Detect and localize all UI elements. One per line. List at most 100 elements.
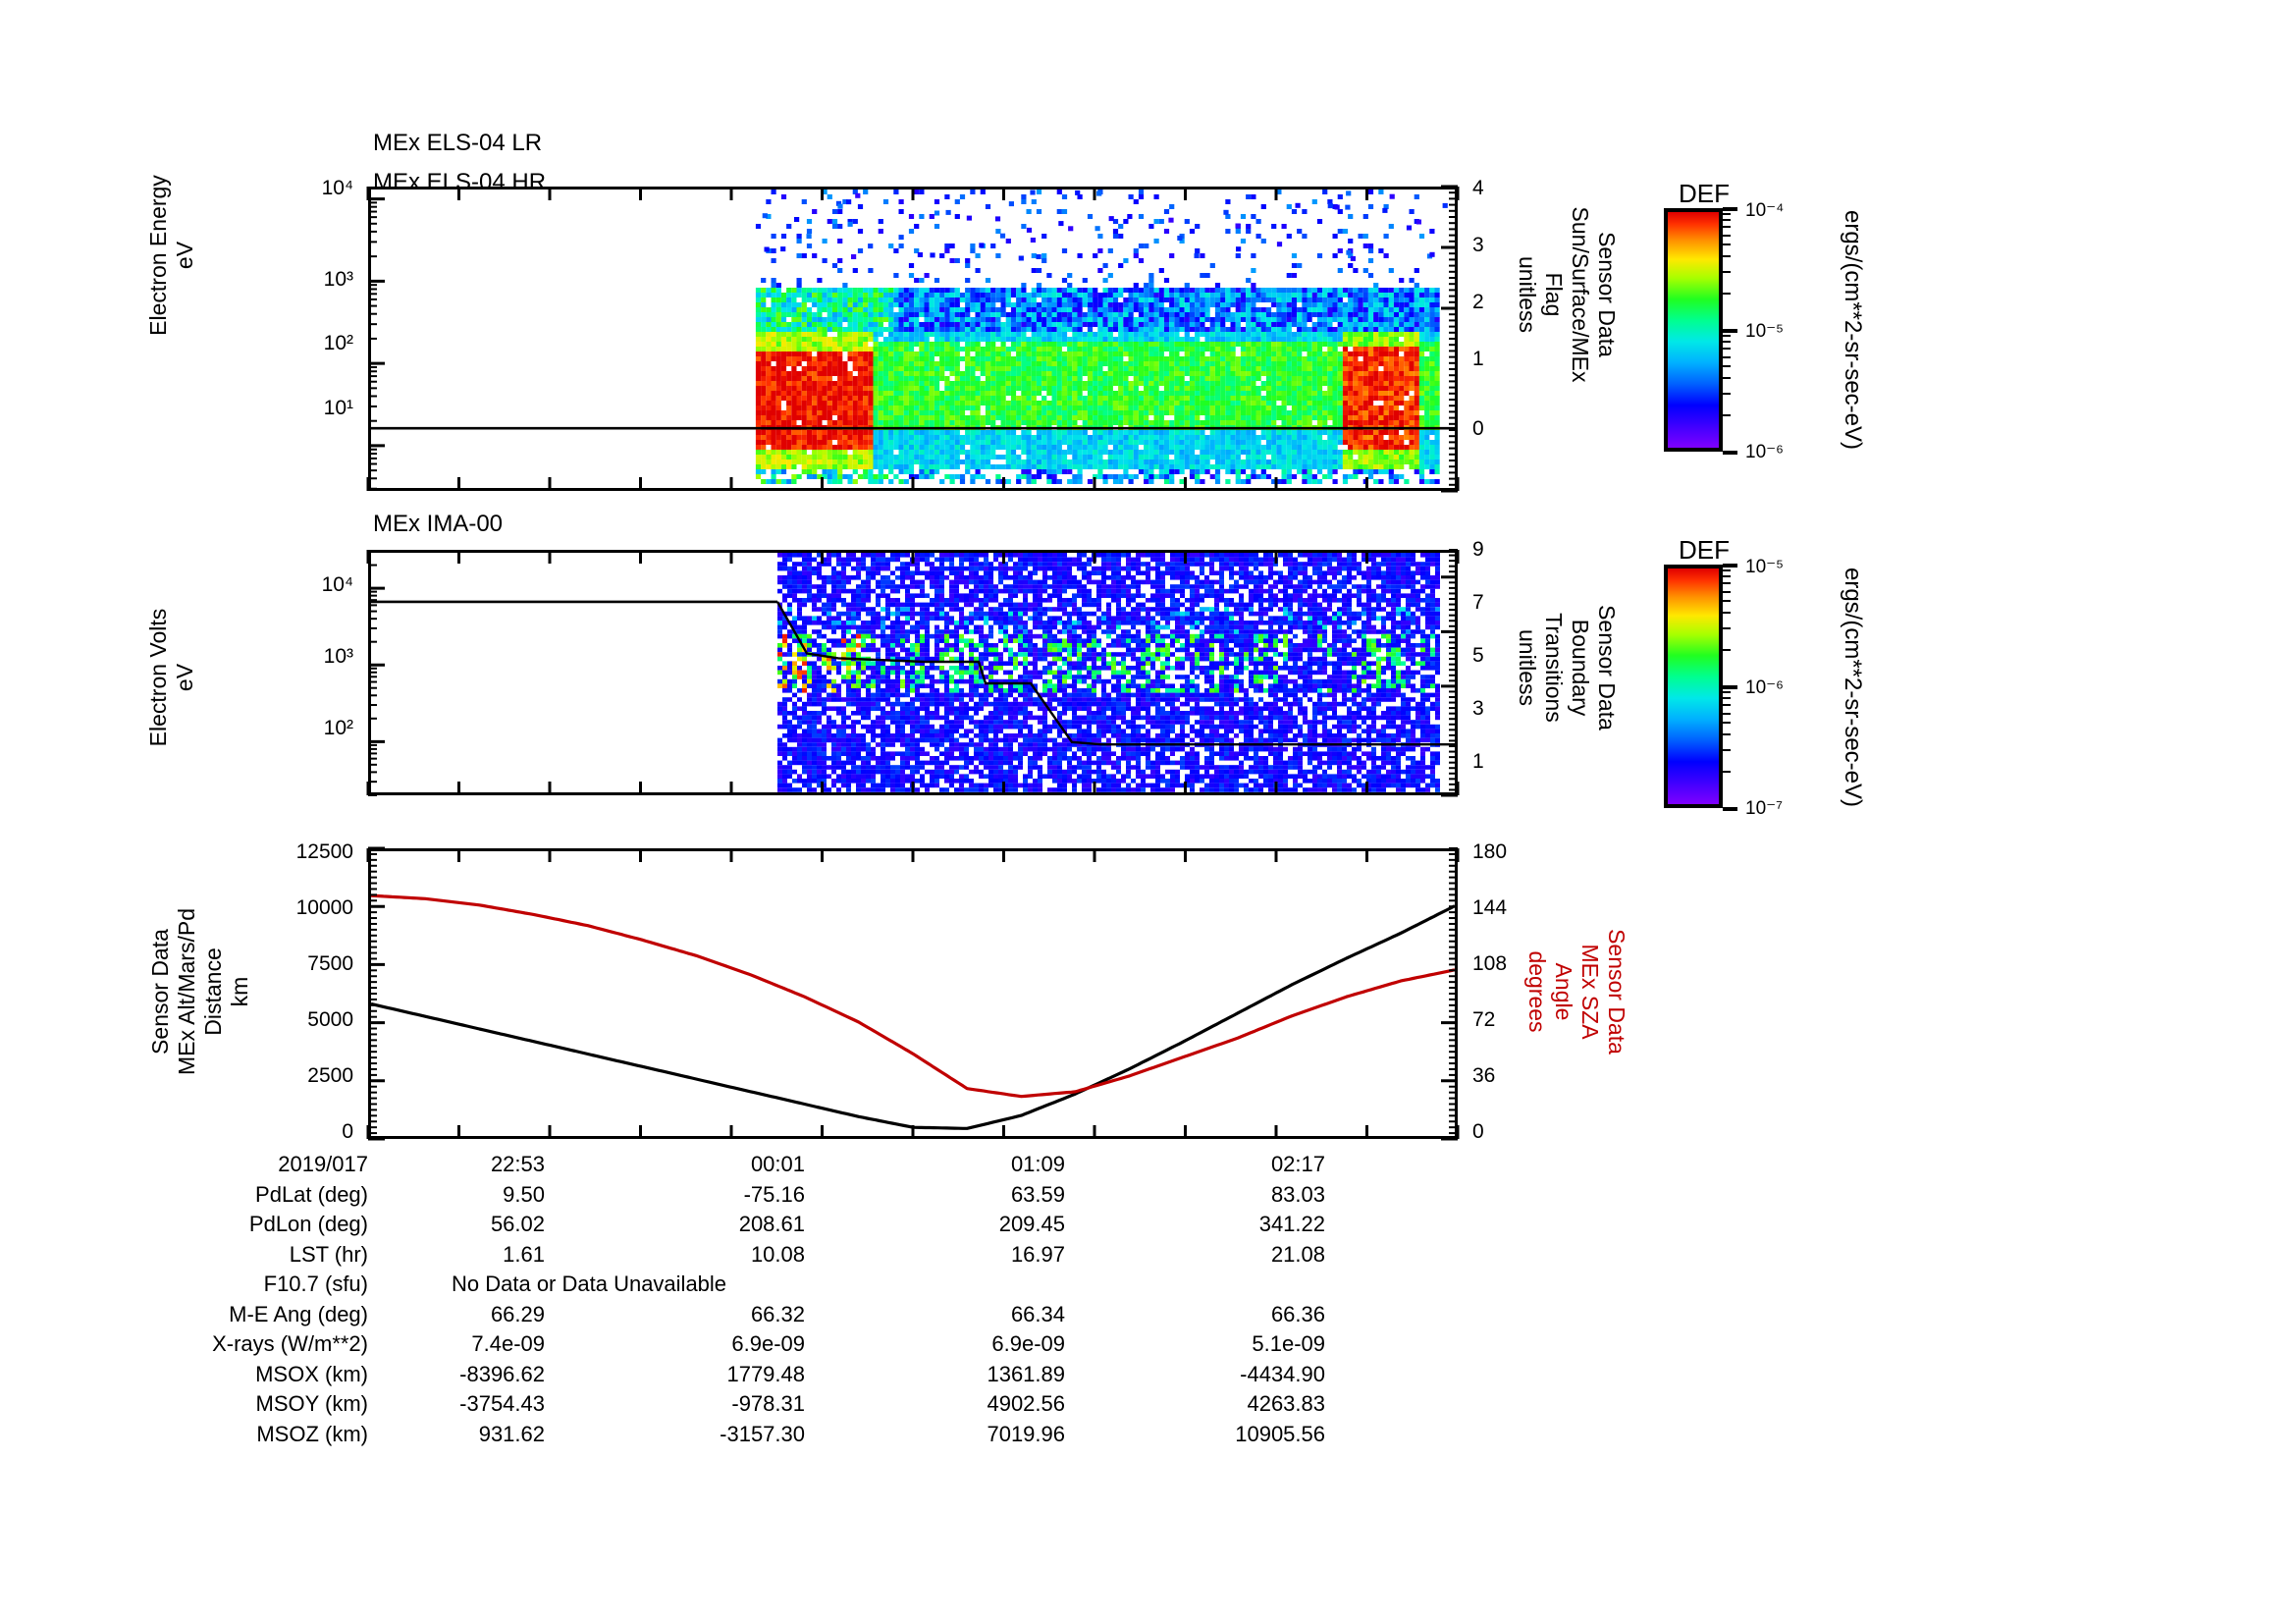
colorbar-2-title: DEF [1679, 535, 1730, 565]
panel-els-plot-area[interactable] [368, 187, 1458, 491]
table-row: LST (hr) 1.61 10.08 16.97 21.08 [177, 1242, 1472, 1272]
panel-ima-rtick-5: 5 [1472, 644, 1484, 667]
table-cell: -978.31 [731, 1391, 805, 1416]
table-row: X-rays (W/m**2) 7.4e-09 6.9e-09 6.9e-09 5.1e… [177, 1331, 1472, 1362]
panel-ima-ytick-2: 10² [323, 717, 353, 739]
panel-ima-ytick-3: 10³ [323, 645, 353, 668]
panel-orbit-rtick-108: 108 [1472, 952, 1508, 975]
panel-ima-ytick-4: 10⁴ [321, 573, 353, 596]
table-row-label: MSOX (km) [255, 1361, 368, 1386]
panel-orbit-rtick-0: 0 [1472, 1120, 1484, 1143]
table-row-label: M-E Ang (deg) [229, 1301, 368, 1326]
colorbar-1-label-bottom: 10⁻⁶ [1745, 442, 1784, 462]
table-row: PdLat (deg) 9.50 -75.16 63.59 83.03 [177, 1182, 1472, 1213]
table-cell: 02:17 [1270, 1152, 1325, 1176]
colorbar-2-label-bottom: 10⁻⁷ [1745, 798, 1784, 819]
table-cell: 7.4e-09 [471, 1331, 545, 1356]
panel-orbit-ytick-7500: 7500 [307, 952, 353, 975]
table-cell: 63.59 [1010, 1181, 1065, 1207]
table-row: M-E Ang (deg) 66.29 66.32 66.34 66.36 [177, 1302, 1472, 1332]
panel-orbit-ytick-10000: 10000 [295, 896, 353, 919]
colorbar-1-label-mid: 10⁻⁵ [1745, 321, 1785, 342]
panel-els-rtick-0: 0 [1472, 417, 1484, 440]
table-cell: 83.03 [1270, 1181, 1325, 1207]
colorbar-2-label-top: 10⁻⁵ [1745, 557, 1785, 577]
panel-orbit-ytick-2500: 2500 [307, 1064, 353, 1087]
table-row-label: 2019/017 [278, 1152, 368, 1176]
colorbar-1-ticks [1723, 207, 1738, 455]
table-cell: -3754.43 [459, 1391, 545, 1416]
table-cell: 56.02 [490, 1212, 545, 1236]
table-cell: 6.9e-09 [731, 1331, 805, 1356]
panel-els-rtick-3: 3 [1472, 234, 1484, 256]
table-cell: 10.08 [750, 1241, 805, 1267]
table-row-label: X-rays (W/m**2) [212, 1331, 368, 1356]
table-row: 2019/017 22:53 00:01 01:09 02:17 [177, 1152, 1472, 1182]
table-row: PdLon (deg) 56.02 208.61 209.45 341.22 [177, 1212, 1472, 1242]
panel-els-rtick-2: 2 [1472, 291, 1484, 313]
table-cell: 5.1e-09 [1252, 1331, 1325, 1356]
panel-ima-rtick-7: 7 [1472, 591, 1484, 614]
colorbar-2-label-mid: 10⁻⁶ [1745, 677, 1784, 698]
panel-els-rtick-4: 4 [1472, 177, 1484, 199]
table-cell: 66.29 [490, 1301, 545, 1326]
table-cell-wide: No Data or Data Unavailable [452, 1271, 727, 1296]
panel-ima-title: MEx IMA-00 [373, 511, 504, 537]
table-row: MSOZ (km) 931.62 -3157.30 7019.96 10905.56 [177, 1422, 1472, 1452]
table-cell: 4902.56 [987, 1391, 1065, 1416]
panel-els-ytick-4: 10⁴ [321, 177, 353, 199]
table-cell: 00:01 [750, 1152, 805, 1176]
table-cell: 4263.83 [1247, 1391, 1325, 1416]
table-cell: 1.61 [503, 1241, 545, 1267]
table-cell: 10905.56 [1235, 1421, 1325, 1446]
panel-orbit-rtick-144: 144 [1472, 896, 1508, 919]
table-cell: -8396.62 [459, 1361, 545, 1386]
table-row-label: PdLat (deg) [255, 1181, 368, 1207]
table-cell: 1361.89 [987, 1361, 1065, 1386]
table-row: F10.7 (sfu) No Data or Data Unavailable [177, 1271, 1472, 1302]
table-cell: 341.22 [1258, 1212, 1325, 1236]
table-cell: 1779.48 [726, 1361, 805, 1386]
panel-els-ytick-3: 10³ [323, 268, 353, 291]
panel-orbit-ytick-12500: 12500 [295, 840, 353, 863]
panel-els-title-lr: MEx ELS-04 LR [373, 130, 543, 156]
table-row: MSOY (km) -3754.43 -978.31 4902.56 4263.83 [177, 1391, 1472, 1422]
table-cell: 6.9e-09 [991, 1331, 1065, 1356]
panel-ima-spectrogram [371, 553, 1455, 792]
panel-els-ytick-1: 10¹ [323, 397, 353, 419]
panel-ima-rtick-9: 9 [1472, 538, 1484, 561]
table-cell: 01:09 [1010, 1152, 1065, 1176]
table-cell: -4434.90 [1240, 1361, 1325, 1386]
table-cell: -3157.30 [720, 1421, 805, 1446]
panel-els-ytick-2: 10² [323, 332, 353, 354]
colorbar-1-label-top: 10⁻⁴ [1745, 200, 1785, 221]
table-cell: 66.34 [1010, 1301, 1065, 1326]
table-cell: 16.97 [1010, 1241, 1065, 1267]
ephemeris-table: 2019/017 22:53 00:01 01:09 02:17 PdLat (deg) 9… [177, 1152, 1472, 1451]
colorbar-2-ticks [1723, 564, 1738, 811]
table-cell: 22:53 [490, 1152, 545, 1176]
table-row-label: MSOY (km) [255, 1391, 368, 1416]
panel-ima-rtick-1: 1 [1472, 750, 1484, 773]
panel-els-rtick-1: 1 [1472, 348, 1484, 370]
panel-els-spectrogram [371, 189, 1455, 484]
colorbar-1-gradient [1664, 208, 1723, 452]
panel-orbit-rtick-36: 36 [1472, 1064, 1496, 1087]
panel-ima-rtick-3: 3 [1472, 697, 1484, 720]
panel-ima-plot-area[interactable] [368, 550, 1458, 795]
table-cell: 9.50 [503, 1181, 545, 1207]
table-row-label: PdLon (deg) [248, 1212, 368, 1236]
colorbar-1-title: DEF [1679, 179, 1730, 208]
table-cell: 21.08 [1270, 1241, 1325, 1267]
table-cell: 7019.96 [987, 1421, 1065, 1446]
panel-orbit-rtick-72: 72 [1472, 1008, 1496, 1031]
panel-orbit-rtick-180: 180 [1472, 840, 1508, 863]
colorbar-2-gradient [1664, 565, 1723, 808]
table-row-label: LST (hr) [289, 1241, 368, 1267]
table-row: MSOX (km) -8396.62 1779.48 1361.89 -4434.90 [177, 1362, 1472, 1392]
table-cell: 208.61 [738, 1212, 805, 1236]
table-cell: 931.62 [478, 1421, 545, 1446]
table-cell: 66.32 [750, 1301, 805, 1326]
